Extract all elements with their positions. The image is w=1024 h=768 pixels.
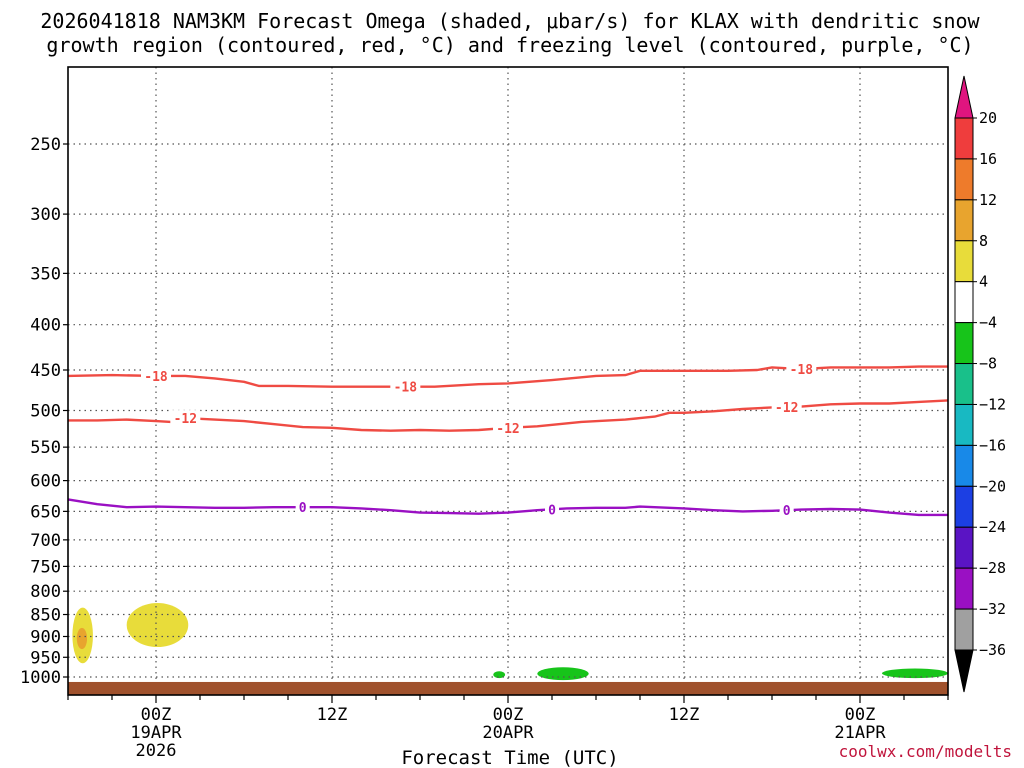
colorbar-cell-12 bbox=[954, 608, 974, 651]
contour-label-0C-0: 0 bbox=[299, 501, 307, 516]
colorbar-cell-3 bbox=[954, 240, 974, 283]
omega-region-5 bbox=[882, 668, 948, 679]
y-tick-label-750: 750 bbox=[30, 557, 61, 577]
colorbar: 20 16 12 8 4 −4 −8 −12 −16 −20 −24 −28 −32 −36 bbox=[954, 75, 1006, 693]
colorbar-label-0: 20 bbox=[979, 109, 997, 127]
colorbar-cell-5 bbox=[954, 322, 974, 365]
site-credit: coolwx.com/modelts bbox=[839, 742, 1012, 761]
y-axis: 2503003504004505005506006507007508008509… bbox=[20, 135, 68, 688]
colorbar-bottom-arrow bbox=[954, 649, 974, 693]
colorbar-top-arrow bbox=[954, 75, 974, 119]
colorbar-label-7: −12 bbox=[979, 395, 1006, 413]
contour-label-bg-1-2 bbox=[771, 399, 802, 416]
omega-region-3 bbox=[493, 671, 506, 679]
colorbar-label-11: −28 bbox=[979, 559, 1006, 577]
chart-title-line1: 2026041818 NAM3KM Forecast Omega (shaded… bbox=[40, 9, 980, 33]
x-tick-label-h30-1: 00Z bbox=[493, 705, 524, 725]
colorbar-cell-6 bbox=[954, 363, 974, 405]
colorbar-cell-8 bbox=[954, 444, 974, 487]
colorbar-label-1: 16 bbox=[979, 150, 997, 168]
y-tick-label-500: 500 bbox=[30, 402, 61, 422]
omega-region-4 bbox=[537, 667, 589, 681]
contour-label--12C-0: -12 bbox=[174, 412, 197, 427]
colorbar-cell-11 bbox=[954, 567, 974, 610]
colorbar-cell-4 bbox=[954, 281, 974, 324]
x-axis-label: Forecast Time (UTC) bbox=[401, 747, 618, 768]
x-tick-label-h54-1: 00Z bbox=[845, 705, 876, 725]
colorbar-label-3: 8 bbox=[979, 232, 988, 250]
y-tick-label-250: 250 bbox=[30, 135, 61, 155]
y-tick-label-700: 700 bbox=[30, 531, 61, 551]
x-tick-label-h6-3: 2026 bbox=[136, 741, 177, 761]
chart-title-line2: growth region (contoured, red, °C) and f… bbox=[46, 33, 973, 57]
colorbar-cell-1 bbox=[954, 158, 974, 201]
y-tick-label-950: 950 bbox=[30, 648, 61, 668]
x-tick-label-h6-2: 19APR bbox=[130, 723, 182, 743]
terrain-layer bbox=[68, 681, 948, 695]
x-tick-label-h42-1: 12Z bbox=[669, 705, 700, 725]
contour-layer: -18 -18 -18 -12 -12 -12 0 0 0 bbox=[67, 361, 949, 519]
gridlines bbox=[68, 67, 948, 695]
y-tick-label-800: 800 bbox=[30, 582, 61, 602]
omega-region-2 bbox=[126, 603, 189, 648]
y-tick-label-850: 850 bbox=[30, 606, 61, 626]
contour-label-bg-1-0 bbox=[170, 410, 201, 427]
colorbar-label-13: −36 bbox=[979, 641, 1006, 659]
contour-label-0C-1: 0 bbox=[548, 503, 556, 518]
y-tick-label-300: 300 bbox=[30, 205, 61, 225]
colorbar-cell-0 bbox=[954, 117, 974, 160]
contour-label--12C-1: -12 bbox=[496, 422, 519, 437]
colorbar-cell-2 bbox=[954, 199, 974, 242]
colorbar-label-4: 4 bbox=[979, 273, 988, 291]
contour-label-bg-2-1 bbox=[545, 501, 559, 518]
y-tick-label-400: 400 bbox=[30, 316, 61, 336]
contour-label--18C-2: -18 bbox=[790, 363, 814, 378]
x-tick-label-h6-1: 00Z bbox=[141, 705, 172, 725]
contour-0C bbox=[67, 498, 948, 517]
contour-label-bg-2-2 bbox=[779, 502, 794, 519]
contour-label--12C-2: -12 bbox=[775, 401, 798, 416]
contour-label-bg-0-0 bbox=[141, 367, 171, 384]
omega-region-1 bbox=[76, 627, 88, 650]
x-tick-label-h30-2: 20APR bbox=[482, 723, 534, 743]
terrain-fill bbox=[68, 681, 948, 695]
colorbar-cell-7 bbox=[954, 403, 974, 446]
colorbar-cell-10 bbox=[954, 526, 974, 569]
x-tick-label-h18-1: 12Z bbox=[317, 705, 348, 725]
y-tick-label-900: 900 bbox=[30, 627, 61, 647]
contour-label-0C-2: 0 bbox=[783, 504, 791, 519]
colorbar-label-2: 12 bbox=[979, 191, 997, 209]
colorbar-cell-9 bbox=[954, 485, 974, 528]
contour-label-bg-2-0 bbox=[295, 499, 310, 516]
contour-label-bg-1-1 bbox=[493, 419, 523, 436]
y-tick-label-1000: 1000 bbox=[20, 668, 61, 688]
y-tick-label-600: 600 bbox=[30, 472, 61, 492]
colorbar-label-8: −16 bbox=[979, 436, 1006, 454]
contour-label--18C-0: -18 bbox=[144, 370, 168, 385]
contour-label--18C-1: -18 bbox=[394, 381, 418, 396]
y-tick-label-550: 550 bbox=[30, 438, 61, 458]
y-tick-label-450: 450 bbox=[30, 361, 61, 381]
colorbar-label-6: −8 bbox=[979, 355, 997, 373]
contour-label-bg-0-1 bbox=[390, 378, 421, 395]
y-tick-label-350: 350 bbox=[30, 264, 61, 284]
colorbar-label-12: −32 bbox=[979, 600, 1006, 618]
colorbar-label-10: −24 bbox=[979, 518, 1006, 536]
colorbar-label-5: −4 bbox=[979, 314, 997, 332]
contour-label-bg-0-2 bbox=[786, 361, 817, 378]
colorbar-label-9: −20 bbox=[979, 477, 1006, 495]
x-tick-label-h54-2: 21APR bbox=[834, 723, 886, 743]
y-tick-label-650: 650 bbox=[30, 502, 61, 522]
